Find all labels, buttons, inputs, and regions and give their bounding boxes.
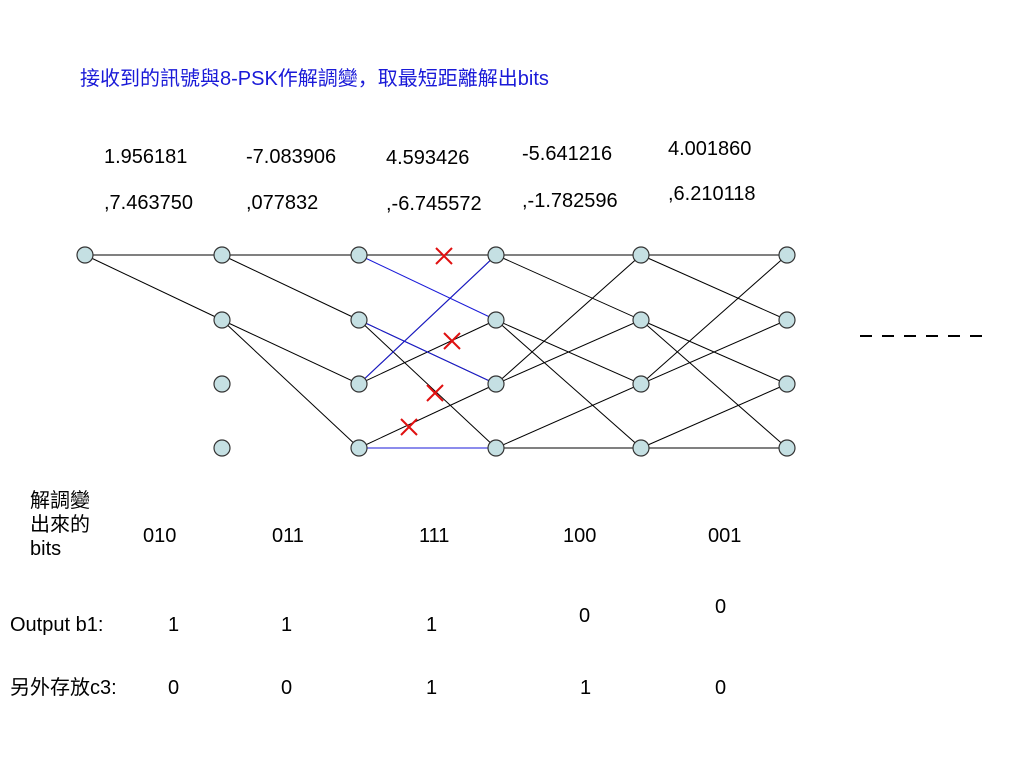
demod-label-line-1: 解調變 [30, 490, 90, 512]
trellis-node [778, 311, 796, 329]
demod-bits-label: 解調變 出來的 bits [30, 489, 120, 561]
trellis-node [76, 246, 94, 264]
symbol-5-imag: ,6.210118 [668, 183, 756, 205]
demod-bits-2: 011 [272, 525, 304, 547]
symbol-4-real: -5.641216 [522, 143, 613, 165]
trellis-branch [495, 383, 642, 449]
demod-bits-1: 010 [143, 525, 177, 547]
symbol-2-imag: ,077832 [246, 192, 319, 214]
trellis-node [350, 311, 368, 329]
page-title: 接收到的訊號與8-PSK作解調變，取最短距離解出bits [80, 68, 549, 90]
output-b1-4: 0 [579, 605, 591, 627]
trellis-node [632, 375, 650, 393]
trellis-branch [640, 383, 788, 449]
output-b1-5: 0 [715, 596, 727, 618]
symbol-1-real: 1.956181 [104, 146, 188, 168]
c3-2: 0 [281, 677, 293, 699]
trellis-node [778, 375, 796, 393]
trellis-node [487, 246, 505, 264]
trellis-node [350, 439, 368, 457]
trellis-branch [640, 254, 788, 385]
trellis-branch [495, 319, 642, 385]
c3-3: 1 [426, 677, 438, 699]
c3-5: 0 [715, 677, 727, 699]
c3-label: 另外存放c3: [10, 677, 117, 699]
trellis-node [213, 311, 231, 329]
demod-bits-3: 111 [419, 525, 450, 547]
trellis-node [213, 375, 231, 393]
trellis-branch-highlighted [358, 319, 497, 385]
output-b1-1: 1 [168, 614, 180, 636]
trellis-branch [495, 254, 642, 385]
trellis-node [778, 439, 796, 457]
symbol-2-real: -7.083906 [246, 146, 337, 168]
output-b1-label: Output b1: [10, 614, 104, 636]
cross-mark [426, 384, 444, 402]
cross-mark [443, 332, 461, 350]
trellis-branch [495, 319, 642, 449]
trellis-branch [84, 254, 223, 321]
trellis-branch [640, 254, 788, 321]
symbol-4-imag: ,-1.782596 [522, 190, 618, 212]
trellis-node [213, 439, 231, 457]
trellis-branch [640, 319, 788, 385]
trellis-branch [221, 319, 360, 385]
output-b1-3: 1 [426, 614, 438, 636]
demod-bits-4: 100 [563, 525, 597, 547]
trellis-node [350, 375, 368, 393]
cross-mark [400, 418, 418, 436]
trellis-node [632, 311, 650, 329]
trellis-node [632, 246, 650, 264]
trellis-branch-highlighted [358, 254, 497, 385]
trellis-node [487, 375, 505, 393]
symbol-1-imag: ,7.463750 [104, 192, 193, 214]
demod-bits-5: 001 [708, 525, 742, 547]
c3-4: 1 [580, 677, 592, 699]
cross-mark [435, 247, 453, 265]
trellis-node [487, 311, 505, 329]
symbol-3-imag: ,-6.745572 [386, 193, 482, 215]
demod-label-line-3: bits [30, 538, 62, 560]
symbol-3-real: 4.593426 [386, 147, 470, 169]
trellis-node [487, 439, 505, 457]
trellis-branch [358, 383, 497, 449]
demod-label-line-2: 出來的 [30, 514, 90, 536]
trellis-node [778, 246, 796, 264]
trellis-node [213, 246, 231, 264]
output-b1-2: 1 [281, 614, 293, 636]
trellis-branch [221, 319, 360, 449]
symbol-5-real: 4.001860 [668, 138, 752, 160]
trellis-node [632, 439, 650, 457]
c3-1: 0 [168, 677, 180, 699]
trellis-node [350, 246, 368, 264]
trellis-branch [221, 254, 360, 321]
trellis-branch-highlighted [358, 254, 497, 321]
trellis-branch [495, 254, 642, 321]
trellis-branch [358, 319, 497, 449]
trellis-branch [640, 319, 788, 449]
